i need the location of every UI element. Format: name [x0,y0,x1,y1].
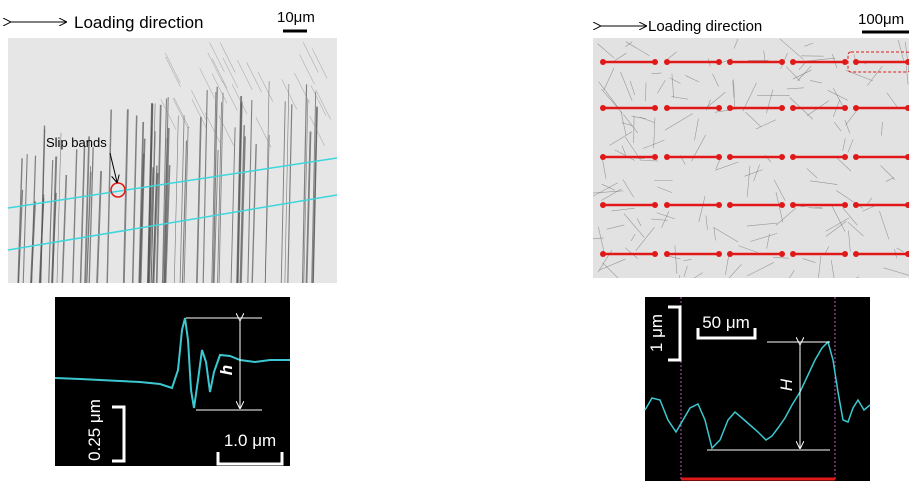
texture [842,251,848,257]
texture [600,251,606,257]
texture [853,105,859,111]
texture [652,59,658,65]
texture [664,105,670,111]
texture [727,251,733,257]
texture [716,59,722,65]
texture [842,59,848,65]
texture [600,105,606,111]
texture [853,202,859,208]
height-label: h [217,365,236,375]
direction-label: Loading direction [74,13,203,32]
texture [600,154,606,160]
micrograph [8,38,337,283]
texture [716,105,722,111]
texture [779,202,785,208]
figure: Loading direction 10μm Slip bands h 0.25… [0,0,909,481]
texture [790,154,796,160]
vertical-scale: 1 μm [647,314,666,352]
texture [853,251,859,257]
scale-bar-label: 100μm [858,11,904,28]
texture [583,146,593,158]
scale-bar-label: 10μm [277,9,315,26]
texture [664,59,670,65]
micrograph [583,38,909,308]
texture [600,59,606,65]
texture [727,105,733,111]
texture [842,105,848,111]
texture [779,154,785,160]
texture [779,251,785,257]
texture [716,154,722,160]
texture [842,202,848,208]
texture [652,154,658,160]
texture [664,154,670,160]
texture [652,105,658,111]
horizontal-scale: 1.0 μm [224,431,276,450]
texture [727,59,733,65]
texture [790,59,796,65]
texture [835,277,859,289]
texture [790,105,796,111]
texture [600,202,606,208]
texture [652,202,658,208]
direction-label: Loading direction [648,18,762,35]
texture [853,59,859,65]
texture [727,202,733,208]
texture [727,154,733,160]
texture [779,105,785,111]
texture [716,251,722,257]
texture [853,154,859,160]
texture [716,202,722,208]
annotation: Slip bands [46,135,107,150]
horizontal-scale: 50 μm [702,313,750,332]
vertical-scale: 0.25 μm [85,399,104,461]
texture [664,251,670,257]
texture [790,202,796,208]
texture [790,251,796,257]
texture [842,154,848,160]
texture [779,59,785,65]
height-label: H [777,378,796,391]
texture [652,251,658,257]
texture [664,202,670,208]
